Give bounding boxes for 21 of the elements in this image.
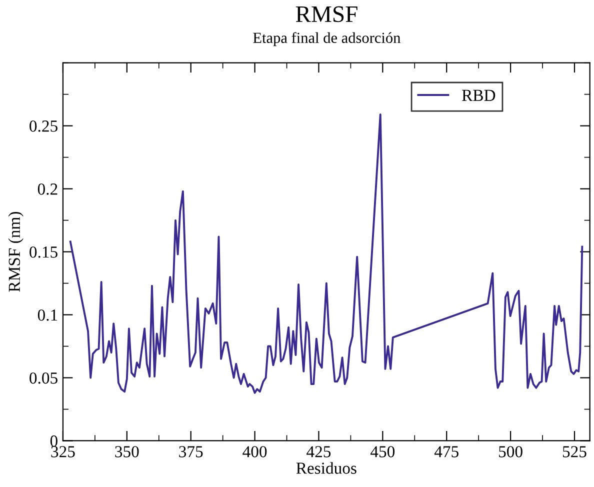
y-tick-label: 0 [50,435,58,447]
chart-subtitle: Etapa final de adsorción [253,32,400,46]
x-axis-title: Residuos [296,462,356,474]
y-tick-label: 0.2 [38,183,58,195]
chart-title: RMSF [296,6,358,22]
x-tick-label: 325 [51,446,75,458]
x-tick-label: 400 [242,446,267,458]
y-tick-label: 0.05 [30,372,58,384]
x-tick-label: 375 [179,446,203,458]
x-tick-label: 525 [562,446,586,458]
x-tick-label: 350 [115,446,139,458]
legend-label: RBD [462,90,496,101]
y-tick-label: 0.25 [30,120,58,132]
x-tick-label: 425 [306,446,331,458]
x-tick-label: 475 [434,446,458,458]
line-series [69,113,584,394]
y-axis-title: RMSF (nm) [8,212,24,292]
x-tick-label: 450 [370,446,395,458]
y-tick-label: 0.1 [38,309,58,321]
x-tick-label: 500 [499,446,522,458]
y-tick-label: 0.15 [30,246,58,258]
